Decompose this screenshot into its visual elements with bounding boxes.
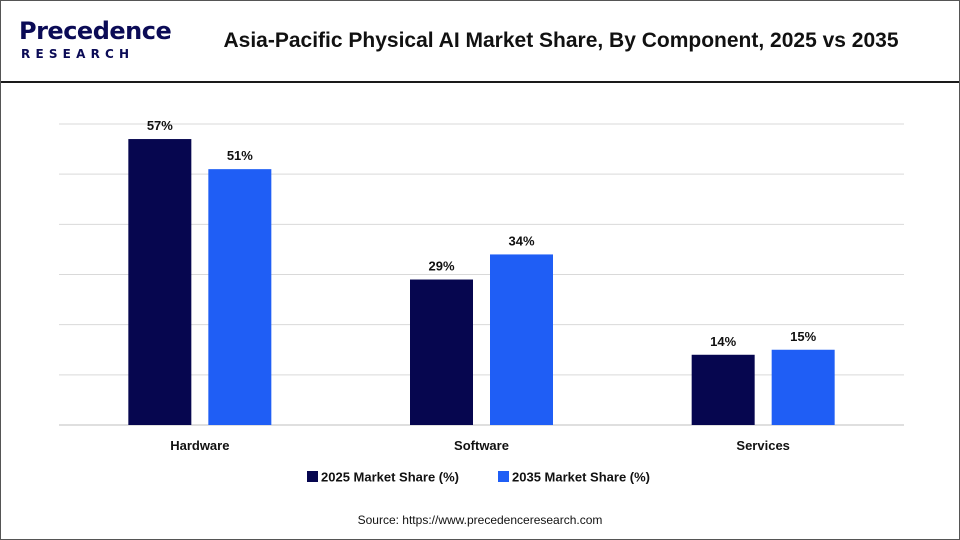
brand-logo: Precedence RESEARCH [19, 17, 172, 65]
gridlines [59, 123, 904, 426]
x-tick-label-services: Services [736, 438, 790, 453]
x-axis: Hardware Software Services [170, 438, 790, 453]
bar-software-series-1 [410, 279, 473, 425]
source-note: Source: https://www.precedenceresearch.c… [357, 513, 603, 527]
bar-services-series-1 [691, 354, 755, 425]
bars [128, 139, 835, 426]
data-label-software-series-1: 29% [428, 259, 454, 274]
legend-swatch-series-2 [498, 471, 509, 482]
legend: 2025 Market Share (%) 2035 Market Share (… [307, 470, 650, 485]
legend-swatch-series-1 [307, 471, 318, 482]
data-labels: 57% 51% 29% 34% 14% 15% [147, 118, 817, 349]
chart-title: Asia-Pacific Physical AI Market Share, B… [223, 29, 899, 52]
logo-subtitle: RESEARCH [21, 47, 135, 61]
data-label-services-series-1: 14% [710, 334, 736, 349]
data-label-services-series-2: 15% [790, 329, 816, 344]
header: Precedence RESEARCH Asia-Pacific Physica… [1, 1, 959, 83]
data-label-hardware-series-2: 51% [227, 148, 253, 163]
logo-wordmark: Precedence [19, 17, 172, 45]
bar-hardware-series-2 [208, 169, 272, 425]
data-label-hardware-series-1: 57% [147, 118, 173, 133]
legend-label-series-1: 2025 Market Share (%) [321, 470, 459, 485]
x-tick-label-software: Software [454, 438, 509, 453]
bar-services-series-2 [771, 349, 835, 425]
legend-label-series-2: 2035 Market Share (%) [512, 470, 650, 485]
x-tick-label-hardware: Hardware [170, 438, 229, 453]
data-label-software-series-2: 34% [508, 233, 534, 248]
bar-software-series-2 [490, 254, 553, 425]
bar-chart: 57% 51% 29% 34% 14% 15% Hardware Software Servi… [59, 118, 904, 485]
bar-hardware-series-1 [128, 139, 192, 426]
